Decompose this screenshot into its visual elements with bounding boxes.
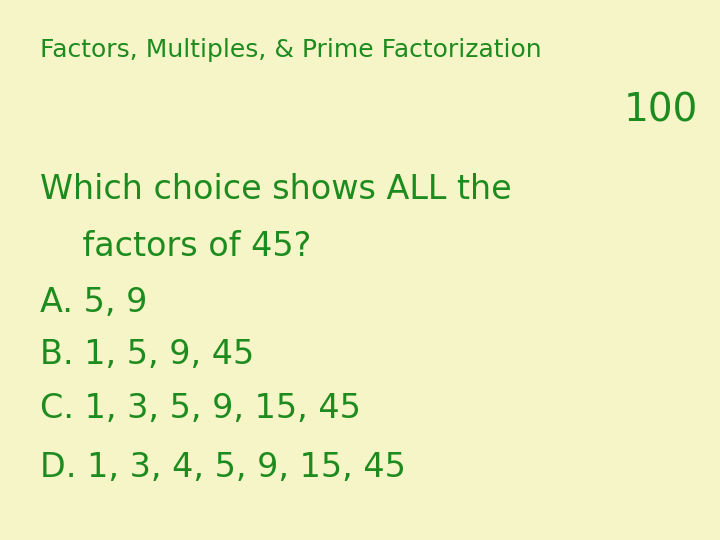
Text: factors of 45?: factors of 45? bbox=[40, 230, 311, 262]
Text: B. 1, 5, 9, 45: B. 1, 5, 9, 45 bbox=[40, 338, 254, 370]
Text: D. 1, 3, 4, 5, 9, 15, 45: D. 1, 3, 4, 5, 9, 15, 45 bbox=[40, 451, 405, 484]
Text: 100: 100 bbox=[624, 92, 698, 130]
Text: Factors, Multiples, & Prime Factorization: Factors, Multiples, & Prime Factorizatio… bbox=[40, 38, 541, 62]
Text: C. 1, 3, 5, 9, 15, 45: C. 1, 3, 5, 9, 15, 45 bbox=[40, 392, 361, 424]
Text: A. 5, 9: A. 5, 9 bbox=[40, 286, 147, 319]
Text: Which choice shows ALL the: Which choice shows ALL the bbox=[40, 173, 511, 206]
